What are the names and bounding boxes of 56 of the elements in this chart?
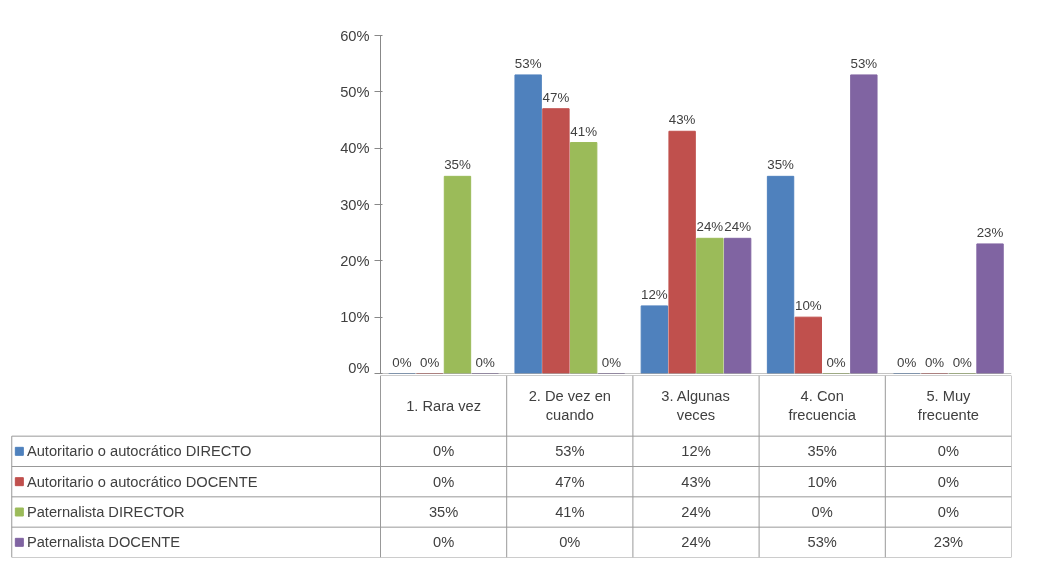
text: 47%: [542, 89, 570, 105]
text: 23%: [976, 224, 1004, 240]
data-label: 0%: [937, 504, 959, 520]
data-label: 0%: [433, 534, 455, 551]
data-label: 47%: [555, 473, 585, 490]
text: 10%: [794, 298, 822, 314]
text: 0%: [826, 354, 846, 370]
x-tick-label: 3. Algunas veces: [661, 388, 730, 424]
data-label: 53%: [555, 443, 585, 460]
x-tick-label: 5. Muy frecuente: [917, 388, 979, 424]
y-tick-label: 20%: [340, 252, 370, 269]
data-label: 12%: [681, 443, 711, 460]
data-label: 24%: [681, 534, 711, 551]
y-tick-label: 10%: [340, 309, 370, 326]
data-label: 23%: [933, 534, 964, 551]
text: 53%: [850, 55, 878, 71]
y-tick-label: 0%: [348, 359, 370, 376]
data-label: 0%: [559, 534, 581, 551]
legend-label: Paternalista DIRECTOR: [26, 504, 185, 520]
data-label: 0%: [433, 473, 455, 490]
text: 35%: [767, 157, 794, 173]
text: 43%: [668, 112, 696, 128]
data-label: 0%: [811, 504, 833, 520]
text: 0%: [952, 354, 972, 370]
y-tick-label: 60%: [340, 27, 370, 44]
data-label: 0%: [433, 443, 455, 460]
y-tick-label: 40%: [340, 140, 370, 157]
text: 24%: [724, 219, 751, 235]
legend-label: Paternalista DOCENTE: [26, 534, 181, 551]
data-label: 53%: [807, 534, 837, 551]
y-tick-label: 30%: [340, 196, 370, 213]
data-label: 10%: [807, 473, 837, 490]
text: 0%: [601, 354, 622, 370]
text: 0%: [924, 354, 945, 370]
data-label: 0%: [937, 473, 959, 490]
text: 0%: [392, 354, 412, 370]
text: 53%: [514, 55, 542, 71]
data-label: 24%: [681, 504, 711, 520]
text: 0%: [897, 354, 917, 370]
x-tick-label: 2. De vez en cuando: [528, 388, 611, 424]
text: 0%: [420, 354, 440, 370]
legend-label: Autoritario o autocrático DOCENTE: [26, 473, 258, 490]
text: 0%: [475, 354, 495, 370]
data-label: 35%: [428, 504, 459, 520]
text: 35%: [444, 157, 471, 173]
text: 12%: [641, 286, 668, 302]
x-tick-label: 1. Rara vez: [406, 397, 482, 414]
text: 24%: [696, 219, 724, 235]
data-label: 43%: [681, 473, 711, 490]
legend-label: Autoritario o autocrático DIRECTO: [26, 443, 252, 460]
text: 41%: [570, 123, 598, 139]
data-label: 0%: [937, 443, 959, 460]
y-tick-label: 50%: [340, 83, 370, 100]
data-label: 41%: [555, 504, 585, 520]
data-label: 35%: [807, 443, 837, 460]
x-tick-label: 4. Con frecuencia: [788, 388, 857, 424]
